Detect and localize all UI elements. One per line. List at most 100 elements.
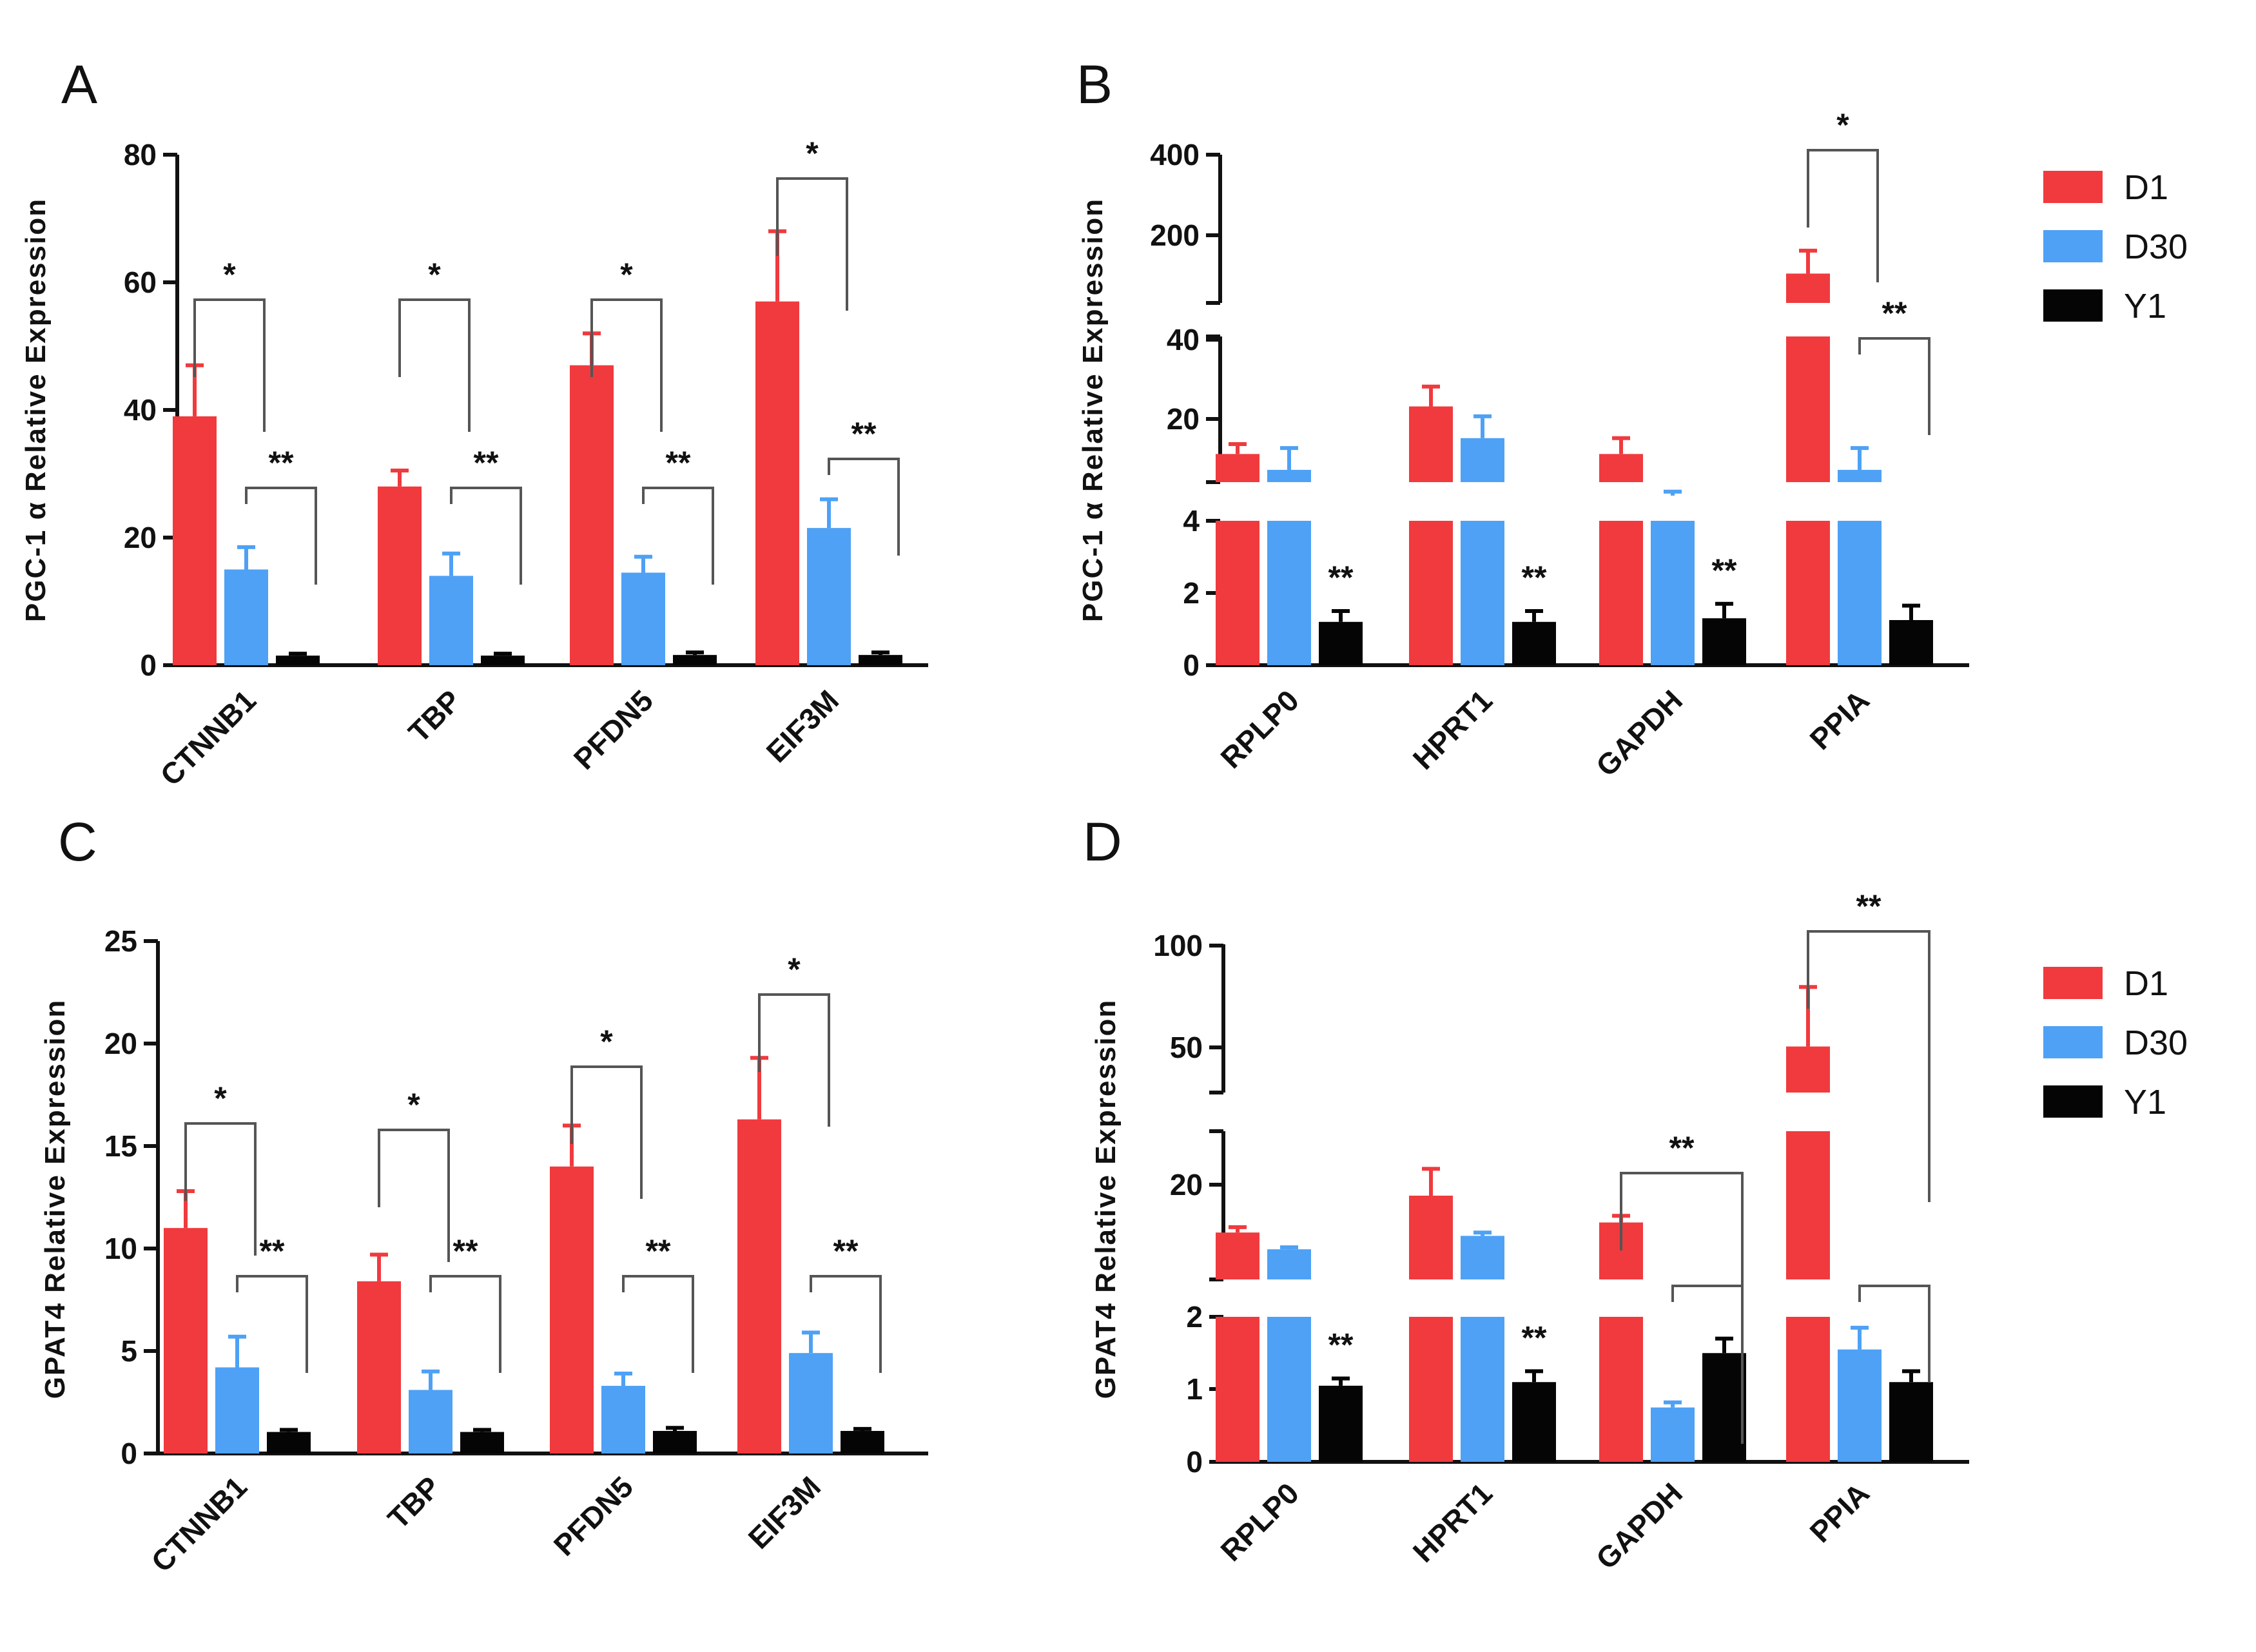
bar-d1-ppia [1786, 273, 1830, 303]
significance-label: ** [474, 445, 499, 481]
y-axis-label: PGC-1 α Relative Expression [1077, 198, 1109, 622]
bar-d1-tbp [357, 1281, 401, 1453]
bar-d30-rplp0 [1267, 521, 1311, 665]
y-tick-label: 1 [1186, 1372, 1203, 1406]
legend-label-d30: D30 [2124, 228, 2188, 266]
panel-label-c: C [58, 811, 97, 872]
bar-d30-ppia [1838, 521, 1882, 665]
significance-bracket [1807, 930, 1930, 1202]
bar-d1-ppia [1786, 336, 1830, 482]
significance-label: ** [646, 1233, 671, 1269]
y-axis-label: PGC-1 α Relative Expression [20, 198, 52, 622]
significance-bracket [590, 298, 663, 432]
y-tick-label: 0 [140, 648, 157, 682]
bar-d1-eif3m [737, 1119, 781, 1453]
significance-bracket [828, 458, 900, 556]
significance-bracket [622, 1275, 694, 1373]
bar-d1-pfdn5 [570, 365, 614, 665]
bar-y1-ctnnb1 [267, 1432, 311, 1453]
y-tick-label: 40 [124, 393, 157, 427]
significance-bracket [570, 1065, 643, 1199]
significance-bracket [1807, 149, 1879, 282]
bar-d1-rplp0 [1216, 454, 1259, 482]
y-tick-label: 0 [1183, 648, 1200, 682]
significance-bracket [758, 993, 830, 1127]
bar-d30-rplp0 [1267, 469, 1311, 482]
bar-d30-ctnnb1 [224, 569, 268, 665]
y-tick-label: 80 [124, 138, 157, 171]
significance-label: * [223, 257, 236, 293]
legend-swatch-d30 [2043, 1026, 2103, 1058]
significance-bracket [378, 1129, 450, 1262]
legend-swatch-y1 [2043, 1085, 2103, 1118]
significance-bracket [193, 298, 266, 432]
y-tick-label: 20 [1167, 402, 1200, 436]
bar-d1-hprt1 [1409, 521, 1453, 665]
bar-d30-hprt1 [1461, 438, 1504, 482]
significance-label: ** [1669, 1130, 1695, 1166]
significance-label: * [428, 257, 441, 293]
y-tick-label: 5 [121, 1334, 137, 1368]
legend-label-d1: D1 [2124, 964, 2168, 1003]
bar-d1-hprt1 [1409, 406, 1453, 482]
bar-d1-eif3m [755, 301, 799, 665]
significance-label: ** [1882, 295, 1907, 331]
legend: D1 D30 Y1 [2043, 964, 2188, 1122]
bar-d1-hprt1 [1409, 1317, 1453, 1462]
panel-b: B PGC-1 α Relative Expression 0 2 4 20 40 200 40… [1076, 54, 1969, 783]
bar-y1-ppia [1889, 620, 1933, 665]
significance-label: ** [269, 445, 294, 481]
bar-d30-ppia [1838, 469, 1882, 482]
bar-d1-ctnnb1 [164, 1228, 208, 1453]
bar-y1-rplp0 [1319, 621, 1363, 665]
panel-label-a: A [61, 54, 97, 115]
bar-d1-ppia [1786, 521, 1830, 665]
legend-swatch-y1 [2043, 289, 2103, 322]
legend-label-y1: Y1 [2124, 287, 2166, 326]
bar-d1-hprt1 [1409, 1196, 1453, 1279]
bar-d30-eif3m [807, 528, 851, 665]
y-tick-label: 0 [121, 1437, 137, 1470]
y-tick-label: 25 [104, 924, 137, 958]
significance-label: ** [1522, 559, 1547, 596]
y-tick-label: 20 [124, 521, 157, 554]
significance-label: * [407, 1087, 420, 1123]
significance-bracket [1858, 1285, 1930, 1383]
bar-y1-hprt1 [1512, 1382, 1556, 1462]
bar-y1-tbp [460, 1432, 504, 1453]
y-tick-label: 40 [1167, 323, 1200, 356]
significance-label: * [600, 1024, 613, 1060]
significance-bracket [184, 1122, 257, 1256]
significance-label: ** [851, 416, 877, 452]
bar-d1-ppia [1786, 1317, 1830, 1462]
y-tick-label: 0 [1186, 1445, 1203, 1479]
y-tick-label: 100 [1153, 929, 1203, 962]
bar-y1-gapdh [1702, 618, 1746, 665]
significance-label: ** [1856, 888, 1882, 924]
bar-d30-hprt1 [1461, 1236, 1504, 1279]
bar-d1-gapdh [1599, 454, 1643, 482]
y-tick-label: 200 [1150, 219, 1200, 252]
legend-swatch-d1 [2043, 171, 2103, 203]
bar-d30-rplp0 [1267, 1249, 1311, 1279]
bar-d30-pfdn5 [621, 572, 665, 665]
bar-y1-eif3m [859, 655, 902, 665]
significance-label: * [620, 257, 633, 293]
bar-d30-gapdh [1651, 521, 1695, 665]
y-axis-label: GPAT4 Relative Expression [1090, 999, 1122, 1399]
y-tick-label: 50 [1170, 1031, 1203, 1064]
bar-d30-tbp [429, 576, 473, 665]
significance-label: ** [1712, 552, 1737, 588]
significance-label: * [214, 1080, 227, 1116]
bar-y1-tbp [481, 656, 525, 665]
significance-label: ** [1522, 1319, 1547, 1356]
bar-d1-rplp0 [1216, 1317, 1259, 1462]
y-tick-label: 20 [104, 1027, 137, 1060]
significance-label: * [788, 951, 801, 987]
bar-d30-eif3m [789, 1353, 833, 1453]
bar-d1-rplp0 [1216, 521, 1259, 665]
bar-y1-eif3m [841, 1431, 884, 1453]
significance-bracket [1858, 337, 1930, 435]
